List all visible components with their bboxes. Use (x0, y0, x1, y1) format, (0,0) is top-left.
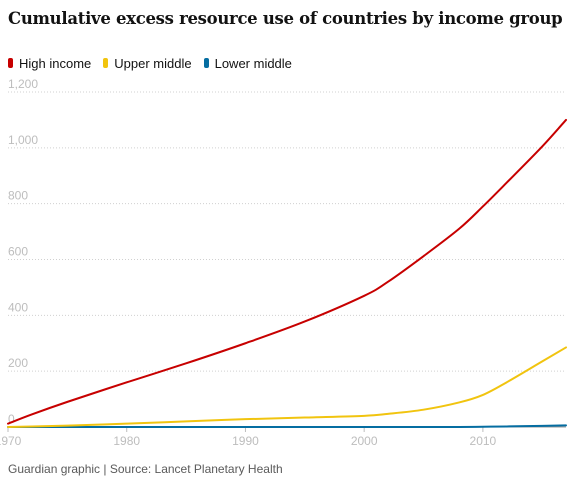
legend-item-lower-middle: Lower middle (203, 55, 292, 71)
series-line-high-income (7, 118, 567, 425)
chart-title: Cumulative excess resource use of countr… (8, 9, 563, 28)
legend-item-upper-middle: Upper middle (103, 55, 192, 71)
y-tick-label-0: 0 (8, 412, 15, 426)
legend: High income Upper middle Lower middle (8, 55, 304, 71)
source-caption: Guardian graphic | Source: Lancet Planet… (8, 462, 283, 476)
y-tick-label-200: 200 (8, 356, 28, 370)
legend-swatch-high-income (8, 58, 13, 68)
x-tick-label-2010: 2010 (470, 434, 497, 448)
legend-swatch-lower-middle (203, 58, 209, 68)
x-tick-label-1970: 1970 (0, 434, 22, 448)
y-tick-label-800: 800 (8, 189, 28, 203)
legend-label-high-income: High income (19, 55, 92, 71)
y-tick-label-600: 600 (8, 245, 28, 259)
y-tick-label-1000: 1,000 (8, 133, 38, 147)
legend-item-high-income: High income (8, 56, 91, 71)
series-line-upper-middle (7, 346, 567, 428)
y-tick-label-400: 400 (8, 300, 28, 314)
x-tick-label-2000: 2000 (351, 434, 378, 448)
x-tick-label-1990: 1990 (232, 434, 259, 448)
series-line-lower-middle (7, 424, 567, 429)
legend-swatch-upper-middle (103, 58, 109, 68)
legend-label-upper-middle: Upper middle (114, 55, 192, 71)
y-tick-label-1200: 1,200 (8, 77, 38, 91)
legend-label-lower-middle: Lower middle (214, 55, 292, 71)
x-tick-label-1980: 1980 (113, 434, 140, 448)
